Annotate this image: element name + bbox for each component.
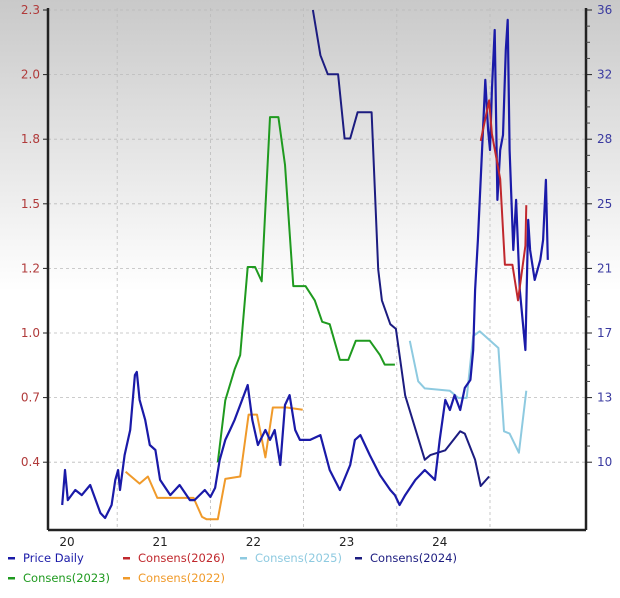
- right-tick-label: 10: [597, 455, 612, 469]
- series-line-price-daily: [61, 18, 549, 520]
- legend-label: Consens(2022): [138, 571, 225, 585]
- right-tick-label: 13: [597, 391, 612, 405]
- legend-item[interactable]: Consens(2022): [123, 571, 225, 585]
- series-line-consens-2024: [311, 9, 490, 487]
- series-lines: [61, 9, 549, 521]
- legend-label: Consens(2023): [23, 571, 110, 585]
- legend-swatch: [123, 557, 130, 560]
- x-axis-ticks: 20 21 22 23 24: [59, 535, 447, 549]
- legend-swatch: [240, 557, 247, 560]
- legend-label: Price Daily: [23, 551, 84, 565]
- series-line-consens-2026: [479, 99, 528, 302]
- left-tick-label: 0.7: [21, 391, 40, 405]
- legend-item[interactable]: Consens(2025): [240, 551, 342, 565]
- left-tick-label: 2.0: [21, 68, 40, 82]
- legend-label: Consens(2025): [255, 551, 342, 565]
- left-tick-label: 0.4: [21, 455, 40, 469]
- left-tick-label: 1.8: [21, 132, 40, 146]
- legend-swatch: [8, 557, 15, 560]
- series-line-consens-2023: [216, 116, 395, 463]
- legend-label: Consens(2026): [138, 551, 225, 565]
- series-line-consens-2022: [124, 406, 303, 521]
- legend-item[interactable]: Consens(2026): [123, 551, 225, 565]
- legend-swatch: [8, 577, 15, 580]
- legend-item[interactable]: Price Daily: [8, 551, 84, 565]
- legend-swatch: [355, 557, 362, 560]
- gridlines: [48, 8, 586, 530]
- plot-background: [0, 0, 620, 530]
- legend-label: Consens(2024): [370, 551, 457, 565]
- legend-swatch: [123, 577, 130, 580]
- legend: Price Daily Consens(2026) Consens(2025) Con…: [8, 551, 457, 585]
- x-tick-label: 20: [59, 535, 74, 549]
- left-tick-label: 1.2: [21, 261, 40, 275]
- legend-item[interactable]: Consens(2024): [355, 551, 457, 565]
- x-tick-label: 24: [432, 535, 447, 549]
- right-tick-label: 17: [597, 326, 612, 340]
- x-tick-label: 22: [246, 535, 261, 549]
- left-tick-label: 1.0: [21, 326, 40, 340]
- x-tick-label: 23: [339, 535, 354, 549]
- left-axis-ticks: 2.3 2.0 1.8 1.5 1.2 1.0 0.7 0.4: [21, 3, 48, 469]
- right-tick-label: 25: [597, 197, 612, 211]
- x-tick-label: 21: [153, 535, 168, 549]
- axes: [46, 8, 588, 532]
- right-tick-label: 32: [597, 68, 612, 82]
- right-tick-label: 36: [597, 3, 612, 17]
- legend-item[interactable]: Consens(2023): [8, 571, 110, 585]
- right-tick-label: 21: [597, 261, 612, 275]
- left-tick-label: 1.5: [21, 197, 40, 211]
- left-tick-label: 2.3: [21, 3, 40, 17]
- right-tick-label: 28: [597, 132, 612, 146]
- right-axis-ticks: 36 32 28 25 21 17 13 10: [586, 3, 612, 469]
